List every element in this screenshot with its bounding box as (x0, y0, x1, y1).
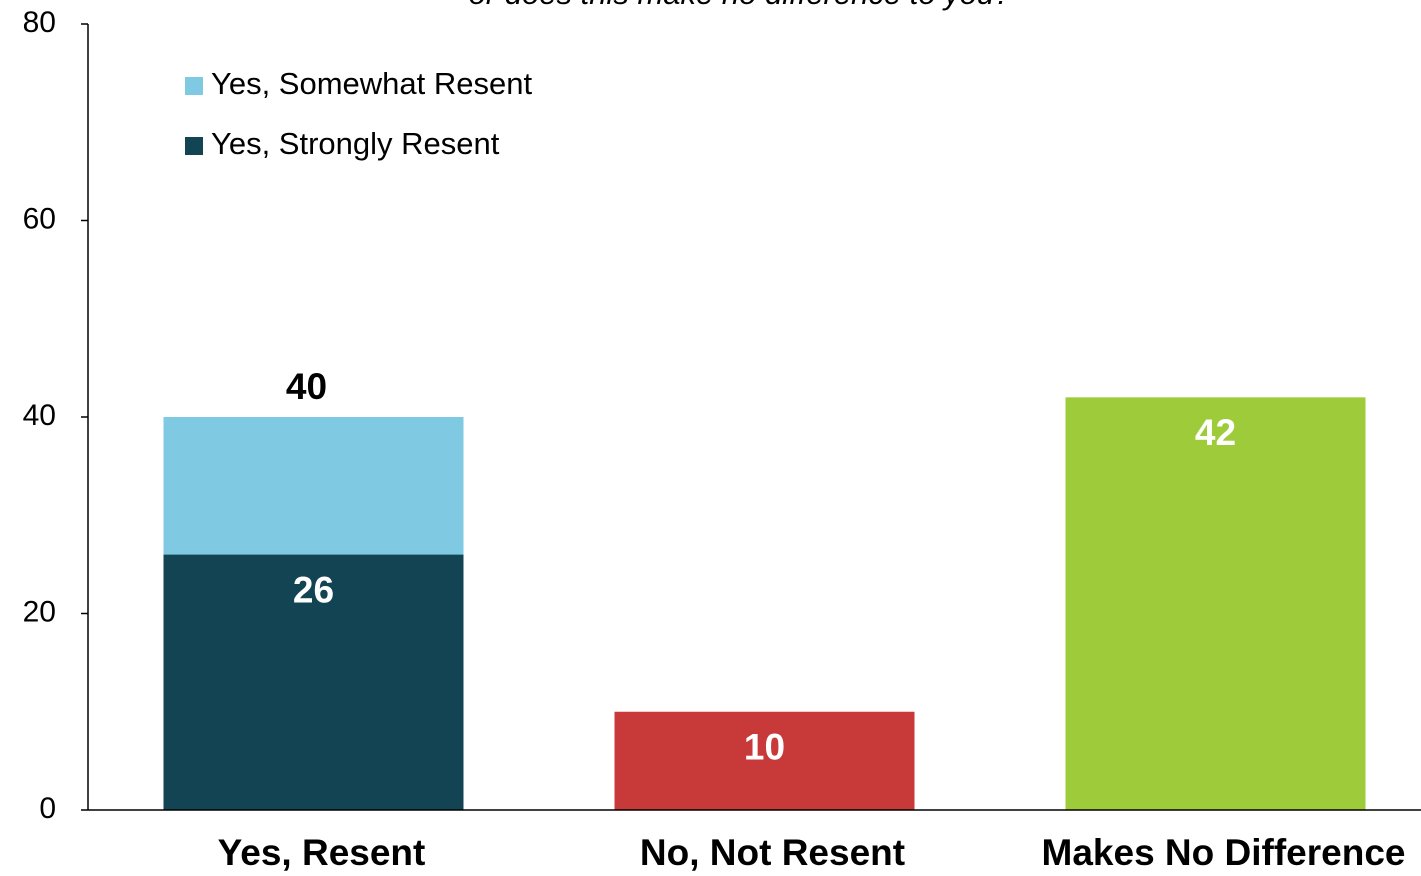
bar (1065, 397, 1366, 810)
y-tick-label: 60 (23, 202, 56, 235)
x-tick-label: Makes No Difference (1042, 832, 1406, 873)
bar-segment (163, 554, 464, 810)
bar (614, 711, 915, 810)
y-tick-label: 40 (23, 399, 56, 432)
legend-label: Yes, Somewhat Resent (211, 66, 532, 101)
legend-label: Yes, Strongly Resent (211, 126, 500, 161)
y-tick-label: 80 (23, 6, 56, 39)
total-label: 40 (286, 366, 327, 407)
chart-subtitle: or does this make no difference to you? (469, 0, 1013, 11)
legend-swatch (185, 137, 203, 155)
data-label: 10 (744, 727, 785, 768)
x-tick-label: Yes, Resent (218, 832, 426, 873)
x-tick-label: No, Not Resent (640, 832, 905, 873)
bar-segment (163, 417, 464, 555)
y-tick-label: 0 (39, 792, 56, 825)
y-tick-label: 20 (23, 595, 56, 628)
data-label: 26 (293, 569, 334, 610)
legend-swatch (185, 77, 203, 95)
data-label: 42 (1195, 412, 1236, 453)
